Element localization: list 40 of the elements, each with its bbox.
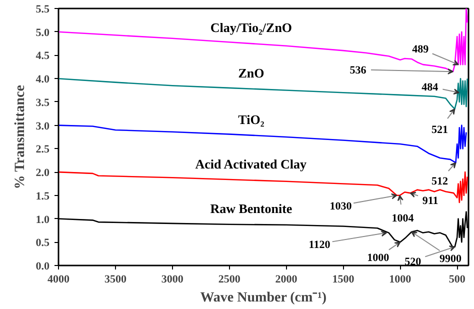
series-label: Clay/Tio₂/ZnO bbox=[210, 20, 292, 36]
y-tick-label: 5.5 bbox=[36, 4, 50, 16]
annotation: 1120 bbox=[308, 238, 331, 251]
annotation: 484 bbox=[422, 82, 439, 94]
series-label: TiO₂ bbox=[238, 112, 264, 127]
annotation: 512 bbox=[431, 176, 448, 188]
series-label: ZnO bbox=[238, 65, 264, 80]
annotation: 1004 bbox=[392, 212, 414, 224]
y-tick-label: 4.5 bbox=[36, 50, 50, 62]
y-tick-label: 4.0 bbox=[36, 74, 50, 86]
x-tick-label: 3000 bbox=[161, 274, 184, 286]
x-tick-label: 1500 bbox=[332, 274, 355, 286]
x-tick-label: 2500 bbox=[218, 274, 241, 286]
y-tick-label: 1.0 bbox=[36, 214, 50, 226]
y-axis-title: % Transmittance bbox=[12, 85, 28, 190]
y-tick-label: 0.0 bbox=[36, 260, 50, 272]
annotation: 536 bbox=[350, 64, 367, 77]
annotation: 1030 bbox=[330, 200, 352, 212]
y-tick-label: 3.0 bbox=[36, 120, 50, 132]
x-tick-label: 500 bbox=[448, 274, 466, 286]
series-label: Raw Bentonite bbox=[210, 201, 292, 216]
annotation: 911 bbox=[422, 195, 438, 208]
annotation: 1000 bbox=[367, 252, 390, 264]
x-tick-label: 3500 bbox=[104, 274, 127, 286]
y-tick-label: 2.5 bbox=[36, 144, 50, 156]
y-tick-label: 0.5 bbox=[36, 237, 50, 250]
annotation: 521 bbox=[431, 124, 448, 136]
x-tick-label: 2000 bbox=[275, 274, 298, 286]
annotation: 489 bbox=[412, 44, 430, 56]
annotation: 520 bbox=[404, 256, 422, 268]
line-series bbox=[58, 171, 468, 204]
x-tick-label: 4000 bbox=[48, 274, 70, 286]
series-label: Acid Activated Clay bbox=[195, 156, 307, 172]
y-tick-label: 2.0 bbox=[36, 167, 50, 180]
x-axis-title: Wave Number (cm⁻¹) bbox=[200, 290, 327, 306]
y-tick-label: 1.5 bbox=[36, 190, 50, 202]
y-tick-label: 5.0 bbox=[36, 26, 50, 39]
annotation: 9900 bbox=[440, 252, 462, 265]
y-tick-label: 3.5 bbox=[36, 96, 50, 109]
x-tick-label: 1000 bbox=[389, 274, 412, 286]
